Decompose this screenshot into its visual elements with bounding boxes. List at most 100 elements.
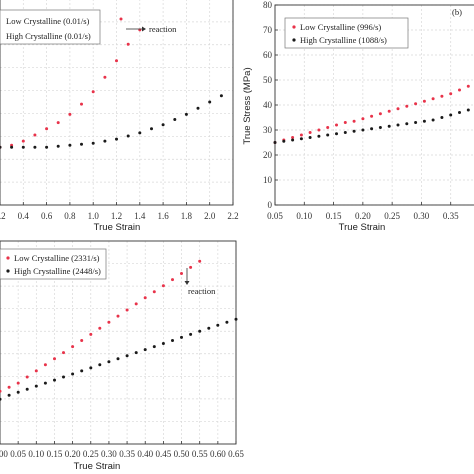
left-x-ticks: 0.2 0.4 0.6 0.8 1.0 1.2 1.4 1.6 1.8 2.0 2.2 bbox=[0, 202, 239, 221]
right-x-tick-label: 0.25 bbox=[384, 211, 400, 221]
right-point-low bbox=[370, 114, 374, 118]
bottom-x-tick-label: 0.65 bbox=[228, 449, 244, 459]
bottom-reaction-arrowhead bbox=[184, 281, 190, 285]
left-point-high bbox=[173, 118, 177, 121]
right-marks bbox=[273, 84, 470, 144]
left-point-low bbox=[103, 75, 107, 79]
left-reaction-label: reaction bbox=[149, 24, 177, 34]
bottom-point-low bbox=[89, 332, 93, 336]
bottom-point-low bbox=[16, 381, 20, 385]
bottom-point-low bbox=[125, 308, 129, 312]
bottom-legend-low: Low Crystalline (2331/s) bbox=[14, 253, 100, 263]
bottom-point-high bbox=[116, 357, 120, 361]
left-x-tick-label: 0.2 bbox=[0, 211, 6, 221]
left-point-high bbox=[56, 144, 60, 148]
right-point-low bbox=[326, 126, 330, 129]
left-point-high bbox=[184, 112, 188, 116]
right-point-high bbox=[466, 108, 470, 112]
left-x-tick-label: 1.0 bbox=[88, 211, 100, 221]
bottom-point-high bbox=[134, 351, 138, 355]
right-x-tick-label: 0.30 bbox=[414, 211, 430, 221]
bottom-reaction-label: reaction bbox=[188, 286, 216, 296]
bottom-chart: 0.000.050.100.150.200.250.300.350.400.45… bbox=[0, 240, 244, 472]
bottom-point-low bbox=[7, 385, 11, 389]
bottom-x-tick-label: 0.40 bbox=[137, 449, 153, 459]
bottom-x-tick-label: 0.20 bbox=[65, 449, 81, 459]
right-point-low bbox=[299, 133, 303, 137]
bottom-point-high bbox=[0, 397, 2, 401]
right-y-tick-label: 70 bbox=[263, 25, 273, 35]
bottom-point-low bbox=[53, 357, 56, 361]
right-y-tick-label: 20 bbox=[263, 150, 273, 160]
bottom-point-high bbox=[7, 393, 11, 397]
bottom-point-high bbox=[161, 342, 165, 345]
bottom-point-low bbox=[62, 351, 65, 355]
left-point-low bbox=[21, 139, 25, 143]
right-y-tick-label: 10 bbox=[263, 175, 273, 185]
bottom-x-axis-label: True Strain bbox=[74, 461, 121, 472]
right-point-low bbox=[317, 128, 321, 132]
right-point-high bbox=[431, 118, 435, 122]
bottom-marks bbox=[0, 259, 238, 401]
left-point-high bbox=[21, 145, 25, 149]
left-point-low bbox=[115, 59, 118, 63]
right-point-low bbox=[378, 112, 382, 116]
left-x-axis-label: True Strain bbox=[94, 222, 141, 233]
left-point-high bbox=[80, 142, 83, 146]
left-point-low bbox=[45, 127, 49, 131]
right-point-high bbox=[282, 139, 286, 143]
right-x-tick-label: 0.35 bbox=[443, 211, 459, 221]
left-point-high bbox=[0, 145, 2, 149]
bottom-point-low bbox=[25, 375, 29, 379]
left-point-low bbox=[80, 102, 83, 106]
bottom-plot-frame bbox=[0, 240, 237, 445]
left-x-tick-label: 0.6 bbox=[41, 211, 53, 221]
left-x-tick-label: 2.0 bbox=[204, 211, 216, 221]
left-point-high bbox=[10, 145, 14, 149]
left-point-low bbox=[126, 42, 130, 46]
bottom-point-low bbox=[161, 284, 165, 288]
bottom-point-high bbox=[207, 326, 211, 330]
bottom-point-high bbox=[225, 320, 229, 324]
right-point-high bbox=[387, 124, 391, 128]
right-point-high bbox=[440, 116, 444, 119]
bottom-x-tick-label: 0.25 bbox=[83, 449, 99, 459]
left-point-high bbox=[161, 123, 165, 127]
left-key: reaction bbox=[119, 17, 177, 34]
bottom-x-tick-label: 0.55 bbox=[192, 449, 208, 459]
bottom-point-high bbox=[189, 332, 193, 336]
right-point-high bbox=[317, 134, 321, 138]
bottom-x-tick-label: 0.60 bbox=[210, 449, 226, 459]
bottom-x-tick-label: 0.15 bbox=[47, 449, 63, 459]
bottom-legend-low-marker bbox=[6, 256, 10, 260]
left-point-high bbox=[126, 134, 130, 138]
right-point-low bbox=[405, 104, 409, 108]
bottom-point-low bbox=[98, 326, 102, 330]
left-legend-high: High Crystalline (0.01/s) bbox=[6, 31, 91, 41]
bottom-x-tick-label: 0.10 bbox=[28, 449, 44, 459]
bottom-legend-high-marker bbox=[6, 269, 10, 273]
bottom-x-tick-label: 0.50 bbox=[174, 449, 190, 459]
left-legend-low: Low Crystalline (0.01/s) bbox=[6, 16, 90, 26]
bottom-point-high bbox=[16, 390, 20, 394]
right-point-low bbox=[352, 119, 356, 123]
left-point-high bbox=[208, 100, 212, 104]
right-y-tick-label: 40 bbox=[263, 100, 273, 110]
left-point-high bbox=[45, 145, 49, 149]
bottom-point-low bbox=[43, 363, 47, 367]
right-x-ticks: 0.05 0.10 0.15 0.20 0.25 0.30 0.35 bbox=[267, 202, 459, 221]
right-point-high bbox=[378, 126, 382, 129]
bottom-point-low bbox=[171, 278, 174, 282]
bottom-x-tick-label: 0.30 bbox=[101, 449, 117, 459]
right-point-low bbox=[291, 136, 295, 139]
bottom-legend: Low Crystalline (2331/s) High Crystallin… bbox=[0, 248, 107, 280]
right-point-high bbox=[291, 138, 295, 142]
right-legend-box bbox=[284, 17, 409, 49]
left-point-high bbox=[219, 94, 223, 98]
right-point-low bbox=[449, 92, 453, 96]
left-point-high bbox=[103, 139, 107, 143]
right-point-high bbox=[449, 113, 453, 117]
right-y-ticks: 0 10 20 30 40 50 60 70 80 bbox=[263, 0, 278, 210]
left-legend: Low Crystalline (0.01/s) High Crystallin… bbox=[0, 9, 101, 45]
bottom-x-tick-label: 0.35 bbox=[119, 449, 135, 459]
